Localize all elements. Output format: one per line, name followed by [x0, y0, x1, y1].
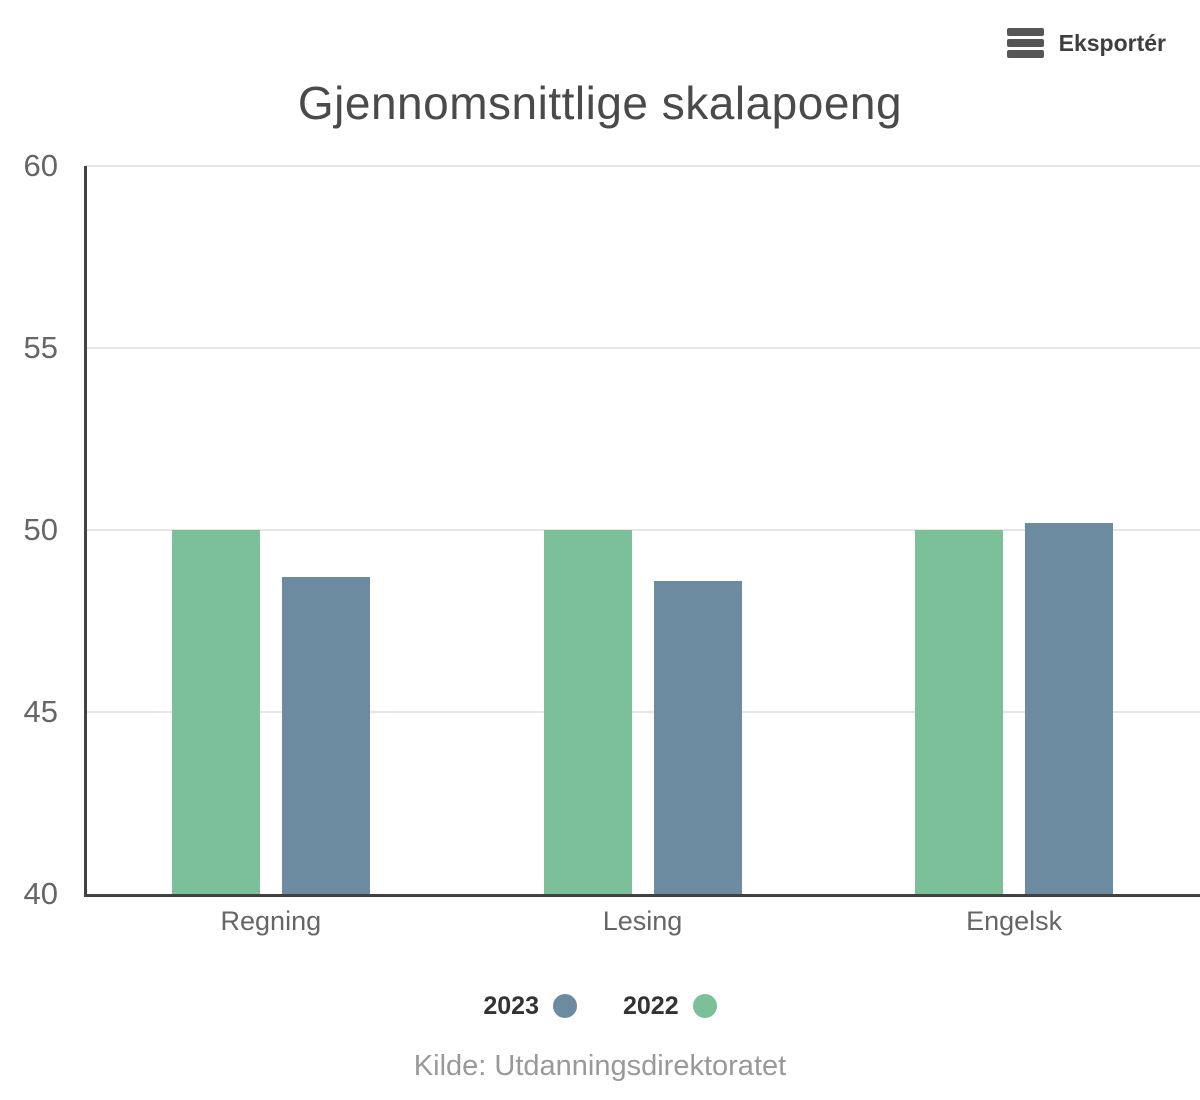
legend-item-label: 2023 — [483, 991, 539, 1020]
y-axis-tick-label: 40 — [23, 876, 58, 911]
legend-marker — [692, 994, 717, 1018]
bar-engelsk-2022[interactable] — [915, 530, 1004, 894]
legend-item-2022[interactable]: 2022 — [623, 992, 717, 1021]
export-button-label: Eksportér — [1058, 29, 1166, 56]
legend-item-2023[interactable]: 2023 — [483, 992, 577, 1021]
bar-regning-2022[interactable] — [171, 530, 260, 894]
bar-regning-2023[interactable] — [281, 577, 370, 894]
source-caption: Kilde: Utdanningsdirektoratet — [413, 1050, 787, 1082]
bar-lesing-2022[interactable] — [543, 530, 632, 894]
bar-lesing-2023[interactable] — [653, 580, 742, 894]
bar-engelsk-2023[interactable] — [1025, 522, 1114, 894]
export-menu-button[interactable]: Eksportér — [1003, 24, 1170, 62]
hamburger-menu-icon — [1006, 28, 1044, 58]
y-axis-tick-label: 45 — [23, 694, 58, 729]
legend-marker — [553, 994, 577, 1018]
y-axis-tick-label: 60 — [23, 148, 58, 183]
chart-title: Gjennomsnittlige skalapoeng — [297, 77, 903, 129]
gridline-50 — [85, 529, 1200, 531]
x-category-label-lesing: Lesing — [602, 906, 683, 936]
x-category-label-engelsk: Engelsk — [966, 906, 1063, 936]
y-axis-tick-label: 50 — [23, 512, 58, 547]
y-axis-line — [84, 166, 87, 897]
gridline-45 — [85, 711, 1200, 713]
gridline-55 — [85, 347, 1200, 349]
y-axis-tick-label: 55 — [23, 330, 58, 365]
legend-item-label: 2022 — [623, 991, 679, 1020]
gridline-60 — [85, 165, 1200, 167]
x-axis-line — [84, 894, 1200, 897]
legend: 2023 2022 — [0, 986, 1200, 1026]
x-category-label-regning: Regning — [220, 906, 322, 936]
